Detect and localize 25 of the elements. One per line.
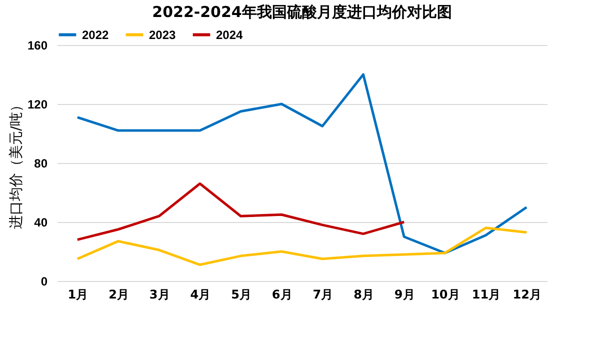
x-tick-label: 9月 [394,288,415,302]
line-series [76,226,528,266]
legend-label: 2023 [149,28,176,42]
y-tick-label: 40 [34,216,48,230]
x-tick-label: 4月 [190,288,211,302]
x-tick-label: 10月 [431,288,460,302]
x-tick-label: 6月 [272,288,292,302]
x-tick-label: 7月 [312,288,334,302]
chart-title: 2022-2024年我国硫酸月度进口均价对比图 [152,3,452,21]
y-tick-label: 120 [27,98,48,112]
x-tick-label: 8月 [354,288,374,302]
y-tick-label: 160 [27,38,48,52]
legend-label: 2022 [82,28,110,42]
y-axis-title: 进口均价（美元/吨） [8,98,24,229]
x-tick-label: 2月 [108,288,129,302]
x-tick-label: 1月 [68,288,88,302]
x-tick-label: 5月 [231,288,252,302]
line-series [76,182,406,241]
line-series [76,73,528,254]
x-tick-label: 11月 [472,288,501,302]
y-tick-label: 0 [40,274,48,288]
y-tick-label: 80 [34,156,48,170]
x-tick-label: 12月 [512,288,542,302]
legend-label: 2024 [216,28,244,42]
x-tick-label: 3月 [149,288,170,302]
